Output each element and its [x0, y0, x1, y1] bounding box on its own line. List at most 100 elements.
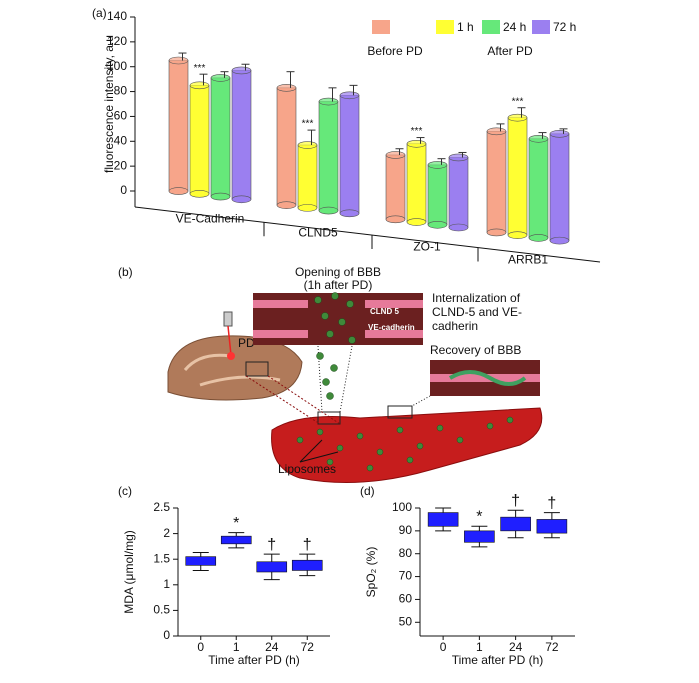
panel-label: (b) [118, 265, 133, 279]
legend-label: 24 h [503, 20, 526, 34]
roi [387, 405, 413, 419]
membrane [253, 300, 308, 308]
y-tick-label: 80 [114, 84, 128, 98]
panel-label: (a) [92, 6, 107, 20]
annotation: *** [194, 63, 206, 74]
y-tick-label: 0.5 [153, 603, 170, 617]
x-tick-label: 0 [197, 640, 204, 654]
legend-label: 1 h [457, 20, 474, 34]
bar-base [318, 206, 339, 215]
y-tick-label: 20 [114, 158, 128, 172]
bar [486, 131, 507, 233]
y-axis-label: fluorescence intensity, a.u [102, 35, 116, 173]
x-tick-label: ARRB1 [508, 253, 548, 267]
legend-swatch [482, 20, 500, 34]
laser-spot [227, 352, 235, 360]
x-tick-label: VE-Cadherin [176, 211, 245, 225]
floor [134, 206, 601, 263]
bar-base [189, 190, 210, 198]
legend-label: Before PD [367, 44, 423, 58]
bar-cap [189, 81, 210, 90]
bar [549, 133, 570, 241]
connector [339, 345, 353, 413]
bar-base [486, 228, 507, 237]
bar-base [339, 209, 360, 218]
x-tick-label: CLND5 [298, 225, 338, 239]
diagram-text: Opening of BBB [295, 265, 381, 279]
diagram-text: cadherin [432, 319, 478, 333]
x-tick-label: 24 [265, 640, 279, 654]
legend-label: 72 h [553, 20, 576, 34]
bar [276, 87, 297, 206]
bar-cap [318, 97, 339, 106]
y-axis-label: MDA (μmol/mg) [122, 530, 136, 614]
bar [406, 143, 427, 223]
bar-cap [427, 161, 448, 169]
bar [297, 144, 318, 209]
y-tick-label: 90 [399, 523, 413, 537]
bar-cap [486, 127, 507, 136]
bar-base [549, 236, 570, 245]
diagram-text: CLND-5 and VE- [432, 305, 522, 319]
bar [448, 157, 469, 228]
membrane [365, 300, 423, 308]
x-tick-label: ZO-1 [413, 240, 441, 254]
y-tick-label: 80 [399, 546, 413, 560]
laser [223, 311, 233, 327]
y-tick-label: 60 [399, 592, 413, 606]
annotation: * [233, 515, 239, 532]
bar [385, 154, 406, 220]
bar-base [507, 231, 528, 239]
y-tick-label: 60 [114, 109, 128, 123]
liposome-dots [296, 416, 514, 472]
y-axis-label: SpO₂ (%) [364, 547, 378, 598]
pointer [299, 439, 323, 463]
inset-label: CLND 5 [370, 307, 399, 316]
y-tick-label: 50 [399, 614, 413, 628]
diagram: (b) PD CLND 5 VE-cadherin [118, 265, 543, 483]
box [500, 516, 531, 532]
annotation: *** [411, 126, 423, 137]
bar-cap [297, 141, 318, 149]
bar [427, 164, 448, 226]
x-tick-label: 72 [301, 640, 315, 654]
bar-cap [549, 130, 570, 138]
box [256, 561, 288, 573]
legend-swatch [532, 20, 550, 34]
bar-base [427, 220, 448, 229]
y-tick-label: 0 [163, 628, 170, 642]
legend-swatch [436, 20, 454, 34]
bar [189, 85, 210, 195]
annotation: † [511, 493, 520, 510]
roi [245, 361, 269, 377]
bar-cap [406, 139, 427, 148]
bar-base [210, 192, 231, 201]
x-tick-label: 1 [233, 640, 240, 654]
box [291, 559, 323, 571]
bar-cap [507, 113, 528, 122]
box [536, 519, 568, 534]
x-tick-label: 72 [545, 640, 559, 654]
y-tick-label: 2.5 [153, 500, 170, 514]
box [427, 512, 459, 527]
annotation: *** [302, 119, 314, 130]
bar [210, 77, 231, 197]
diagram-text: Internalization of [432, 291, 521, 305]
box [185, 556, 217, 566]
panel-label: (c) [118, 484, 132, 498]
bar-cap [448, 153, 469, 162]
y-tick-label: 1 [163, 577, 170, 591]
bar-cap [385, 151, 406, 159]
bar-base [168, 187, 189, 195]
y-tick-label: 100 [107, 59, 127, 73]
laser-beam [227, 325, 232, 356]
membrane [253, 330, 308, 338]
bar-cap [528, 135, 549, 143]
bar [318, 101, 339, 211]
x-tick-label: 1 [476, 640, 483, 654]
junction [448, 370, 527, 386]
bar-base [385, 215, 406, 224]
membrane [365, 330, 423, 338]
bar-cap [231, 66, 252, 75]
